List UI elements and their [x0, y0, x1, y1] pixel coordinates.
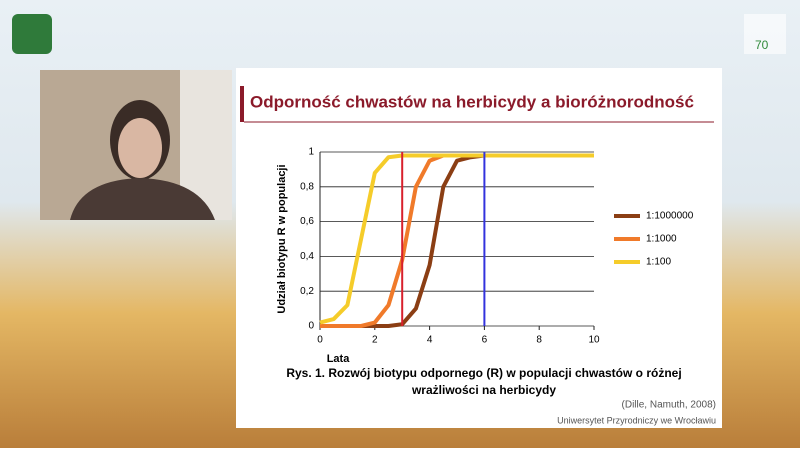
caption-line: Rys. 1. Rozwój biotypu odpornego (R) w p… — [286, 366, 681, 380]
logo-left — [12, 14, 52, 54]
y-axis-label: Udział biotypu R w populacji — [276, 164, 288, 313]
y-tick-label: 1 — [308, 147, 314, 158]
legend-label: 1:100 — [646, 257, 671, 268]
x-tick-label: 8 — [536, 335, 542, 346]
slide — [236, 68, 722, 428]
legend-label: 1:1000000 — [646, 211, 694, 222]
x-tick-label: 4 — [427, 335, 433, 346]
x-axis-label: Lata — [327, 353, 351, 365]
body — [70, 178, 215, 220]
slide-title: Odporność chwastów na herbicydy a bioróż… — [250, 92, 694, 111]
x-tick-label: 0 — [317, 335, 323, 346]
y-tick-label: 0,4 — [300, 251, 314, 262]
source: (Dille, Namuth, 2008) — [622, 400, 716, 411]
y-tick-label: 0,2 — [300, 286, 314, 297]
caption-line: wrażliwości na herbicydy — [411, 383, 556, 397]
logo-right — [744, 14, 786, 54]
y-tick-label: 0,8 — [300, 181, 314, 192]
x-tick-label: 10 — [588, 335, 600, 346]
series-line — [319, 153, 594, 325]
title-bar — [240, 86, 244, 122]
y-tick-label: 0,6 — [300, 216, 314, 227]
webcam — [40, 70, 232, 220]
footer: Uniwersytet Przyrodniczy we Wrocławiu — [557, 415, 716, 425]
x-tick-label: 2 — [372, 335, 378, 346]
logo-text: 70 — [755, 38, 769, 52]
x-tick-label: 6 — [482, 335, 488, 346]
legend-label: 1:1000 — [646, 234, 677, 245]
y-tick-label: 0 — [308, 321, 314, 332]
face — [118, 118, 162, 178]
